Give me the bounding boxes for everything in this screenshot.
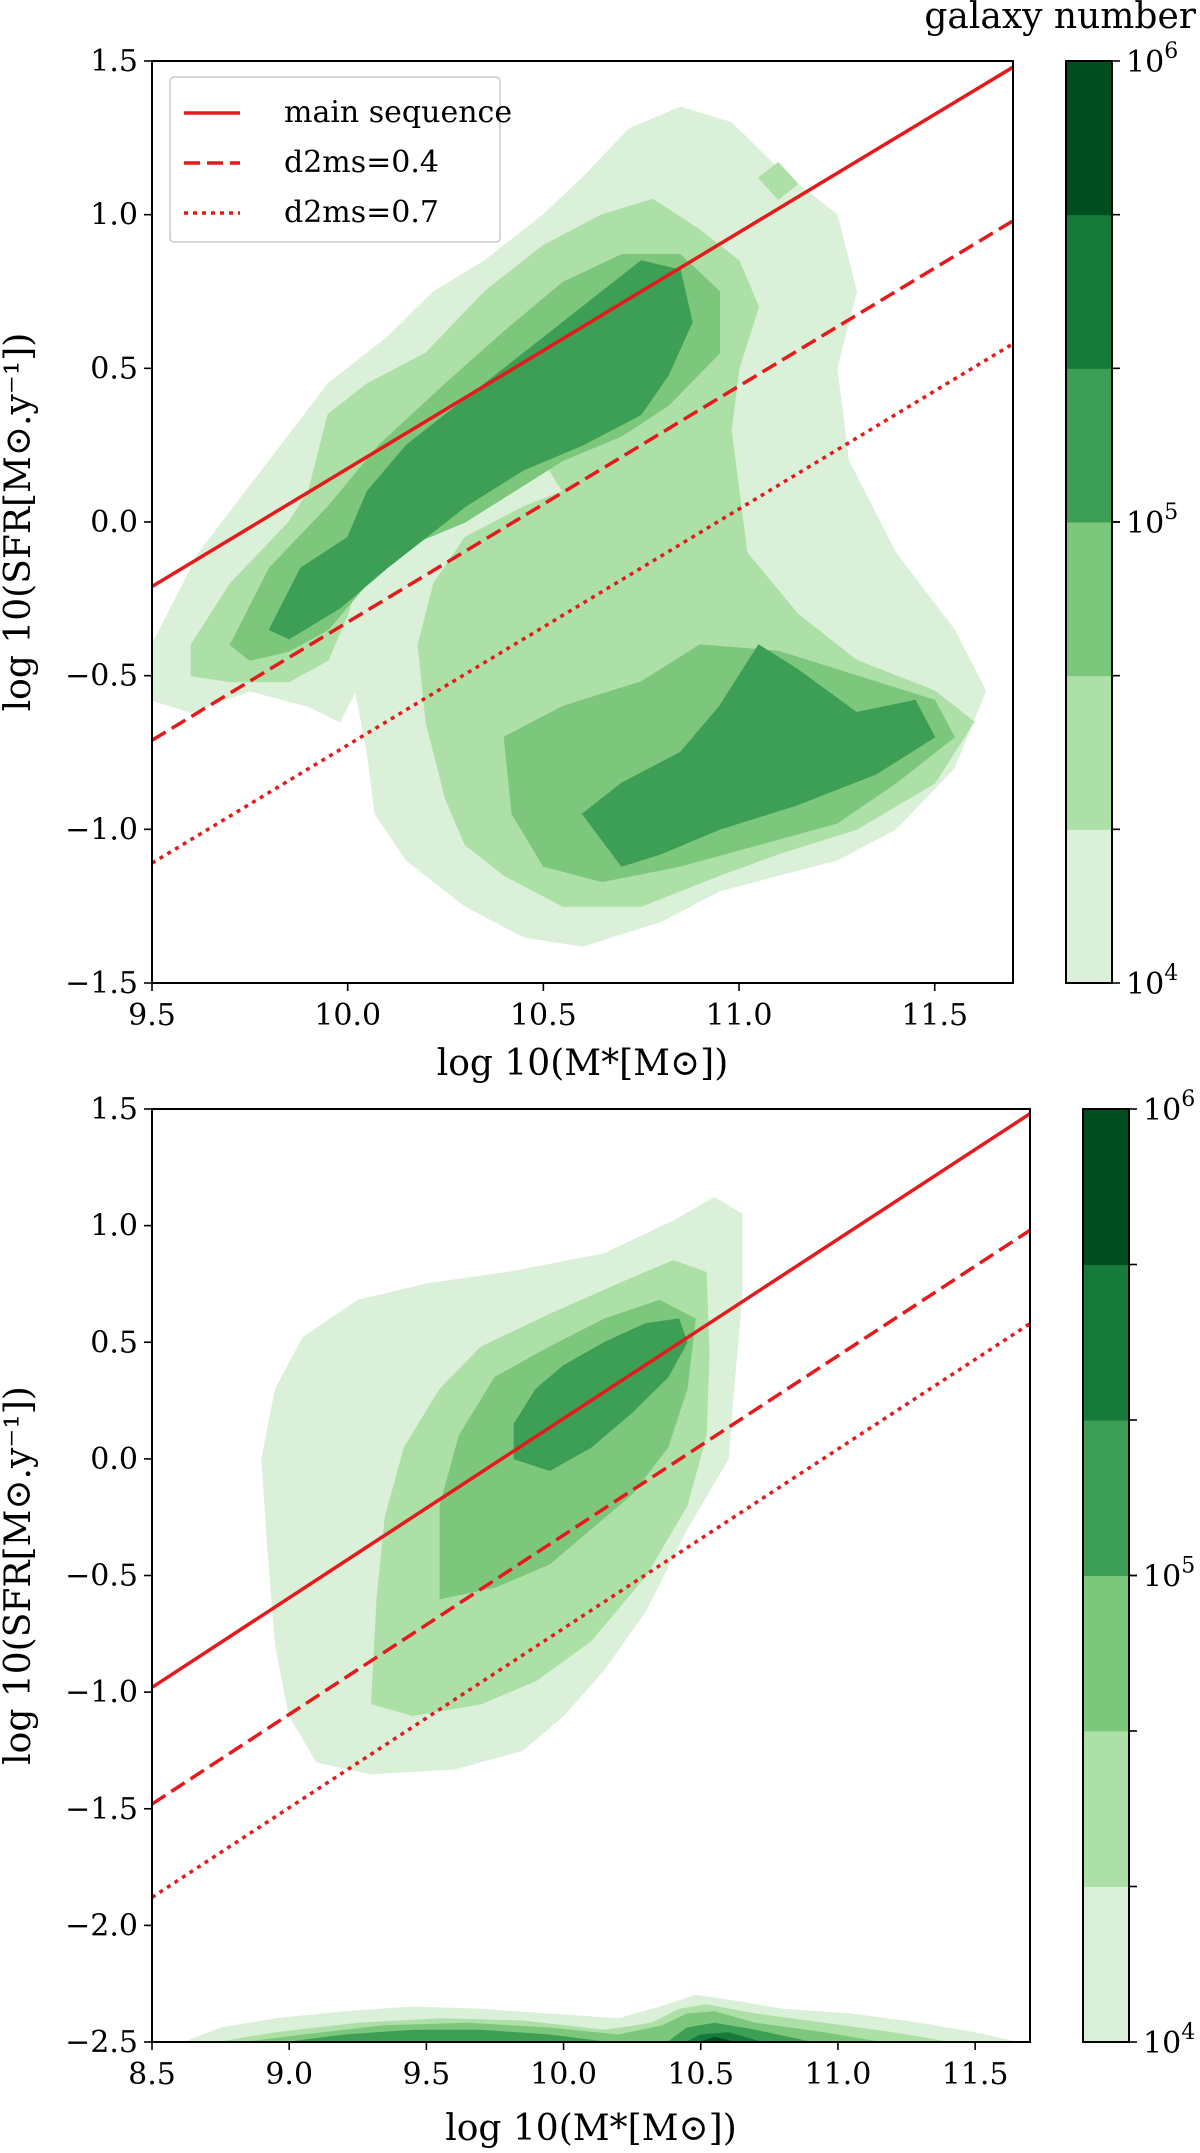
bottom-xtick-label: 11.5 (942, 2057, 1009, 2092)
bottom-line-main-sequence (152, 1112, 1030, 1689)
top-ytick-label: −0.5 (65, 659, 138, 694)
top-ytick-label: 0.5 (90, 351, 138, 386)
top-contour-level-4-region-2 (581, 644, 936, 867)
top-contour-level-2-region-2 (757, 161, 799, 200)
bottom-contour-level-4-region-2 (289, 2029, 605, 2042)
top-legend-entry-1: main sequence (284, 95, 512, 130)
bottom-colorbar: 104 105 106 (1082, 1087, 1195, 2061)
top-ytick-label: 0.0 (90, 505, 138, 540)
bottom-xtick-label: 9.5 (403, 2057, 451, 2092)
top-xtick-label: 10.5 (510, 998, 577, 1033)
bottom-line-d2ms-0-7 (152, 1322, 1030, 1899)
bottom-ytick-label: 1.0 (90, 1209, 138, 1244)
bottom-colorbar-label-2: 105 (1143, 1554, 1195, 1595)
bottom-x-axis-label: log 10(M*[M⊙]) (445, 2108, 737, 2149)
top-legend-entry-3: d2ms=0.7 (284, 195, 439, 230)
bottom-ytick-label: 0.5 (90, 1325, 138, 1360)
bottom-ytick-label: −2.5 (65, 2025, 138, 2060)
top-colorbar-label-1: 104 (1126, 961, 1178, 1002)
top-colorbar-band-3 (1066, 522, 1112, 677)
bottom-colorbar-label-3: 106 (1143, 1087, 1195, 1128)
bottom-ytick-label: −0.5 (65, 1559, 138, 1594)
bottom-colorbar-band-2 (1083, 1731, 1129, 1887)
bottom-colorbar-band-4 (1083, 1420, 1129, 1576)
bottom-line-d2ms-0-4 (152, 1228, 1030, 1806)
bottom-ytick-label: −1.5 (65, 1792, 138, 1827)
top-xtick-label: 10.0 (314, 998, 381, 1033)
top-xtick-label: 9.5 (128, 998, 176, 1033)
top-legend-box (169, 76, 501, 243)
top-colorbar-band-6 (1066, 61, 1112, 216)
top-ytick-label: 1.5 (90, 44, 138, 79)
top-line-d2ms-0-4 (152, 219, 1013, 742)
top-contour-level-4-region-1 (268, 260, 693, 640)
bottom-colorbar-band-6 (1083, 1109, 1129, 1265)
bottom-colorbar-band-1 (1083, 1886, 1129, 2043)
bottom-colorbar-band-3 (1083, 1575, 1129, 1732)
top-colorbar-label-2: 105 (1126, 500, 1178, 541)
top-colorbar-band-1 (1066, 829, 1112, 984)
colorbar-title: galaxy number (924, 0, 1196, 37)
bottom-contour-level-5-region-1 (686, 2032, 762, 2042)
top-colorbar-band-2 (1066, 675, 1112, 830)
bottom-ytick-label: 0.0 (90, 1442, 138, 1477)
bottom-xtick-label: 11.0 (805, 2057, 872, 2092)
top-colorbar-label-3: 106 (1126, 39, 1178, 80)
bottom-ytick-label: −2.0 (65, 1908, 138, 1943)
top-x-axis-label: log 10(M*[M⊙]) (437, 1043, 729, 1084)
top-ytick-label: −1.0 (65, 812, 138, 847)
bottom-xtick-label: 10.0 (530, 2057, 597, 2092)
bottom-xtick-label: 9.0 (265, 2057, 313, 2092)
bottom-xtick-label: 8.5 (128, 2057, 176, 2092)
top-xtick-label: 11.5 (901, 998, 968, 1033)
bottom-plot-area (152, 1112, 1030, 2042)
bottom-panel: 8.5 9.0 9.5 10.0 10.5 11.0 11.5 −2.5 −2.0 −1.5 −1.… (0, 1087, 1195, 2149)
top-panel: 9.5 10.0 10.5 11.0 11.5 −1.5 −1.0 −0.5 0.0 0.5 1.0… (0, 39, 1178, 1084)
top-ytick-label: 1.0 (90, 198, 138, 233)
top-legend: main sequence d2ms=0.4 d2ms=0.7 (169, 76, 512, 243)
bottom-ytick-label: −1.0 (65, 1675, 138, 1710)
top-xtick-label: 11.0 (706, 998, 773, 1033)
top-colorbar-band-5 (1066, 214, 1112, 369)
bottom-ytick-label: 1.5 (90, 1092, 138, 1127)
top-line-d2ms-0-7 (152, 342, 1013, 865)
top-ytick-label: −1.5 (65, 966, 138, 1001)
top-plot-area (152, 65, 1013, 947)
top-colorbar: 104 105 106 (1065, 39, 1178, 1002)
top-line-main-sequence (152, 65, 1013, 589)
bottom-xtick-label: 10.5 (667, 2057, 734, 2092)
bottom-y-axis-label: log 10(SFR[M⊙.y⁻¹]) (0, 1386, 39, 1765)
top-legend-entry-2: d2ms=0.4 (284, 145, 439, 180)
bottom-colorbar-label-1: 104 (1143, 2020, 1195, 2061)
bottom-colorbar-band-5 (1083, 1264, 1129, 1421)
top-y-axis-label: log 10(SFR[M⊙.y⁻¹]) (0, 333, 39, 712)
bottom-contour-level-6-region-1 (700, 2036, 734, 2042)
top-colorbar-band-4 (1066, 368, 1112, 523)
